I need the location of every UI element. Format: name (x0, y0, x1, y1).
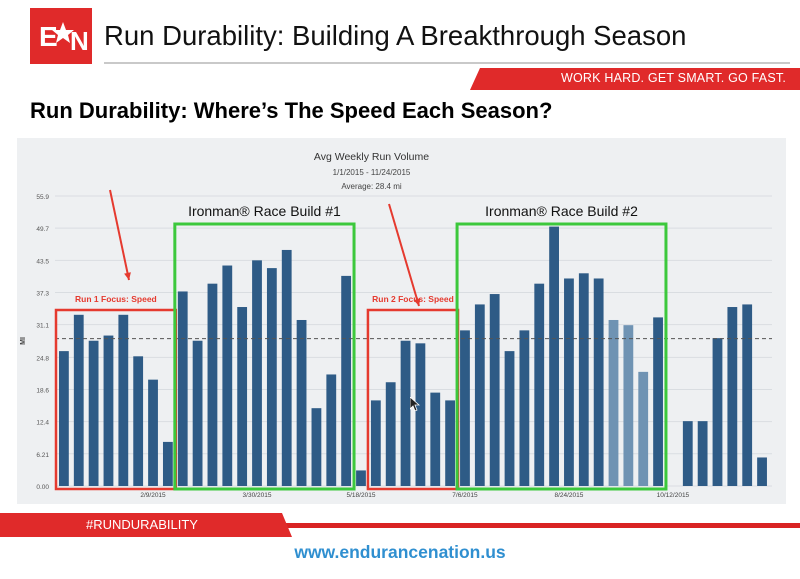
bar (474, 304, 485, 486)
tagline-banner: WORK HARD. GET SMART. GO FAST. (470, 68, 800, 90)
bar (237, 307, 248, 486)
bar (742, 304, 753, 486)
bar (118, 314, 129, 486)
y-axis-label: MI (20, 337, 27, 345)
y-tick-label: 24.8 (36, 355, 49, 362)
x-tick-label: 5/18/2015 (347, 492, 376, 499)
bar (534, 283, 545, 486)
y-tick-label: 12.4 (36, 420, 49, 427)
bar (148, 379, 158, 486)
x-tick-label: 2/9/2015 (140, 492, 166, 499)
bar (341, 275, 352, 486)
race-build-box (455, 222, 668, 491)
y-tick-label: 6.21 (36, 452, 49, 459)
arrowhead-icon (124, 272, 131, 280)
bar (370, 400, 381, 486)
annotation-arrow (388, 203, 420, 307)
chart-title: Avg Weekly Run Volume (314, 151, 429, 163)
bar (73, 314, 84, 486)
bar (757, 457, 767, 486)
y-tick-label: 49.7 (36, 226, 49, 233)
x-tick-label: 8/24/2015 (554, 492, 583, 499)
x-tick-label: 3/30/2015 (243, 492, 272, 499)
y-tick-label: 43.5 (36, 258, 49, 265)
bar (266, 268, 277, 486)
y-tick-label: 55.9 (36, 194, 49, 201)
bar (445, 400, 456, 486)
chart-average-label: Average: 28.4 mi (341, 182, 402, 191)
bar (489, 294, 500, 486)
bar (281, 249, 292, 486)
arrowhead-icon (413, 298, 421, 306)
bar (578, 273, 589, 486)
bar (385, 382, 396, 486)
bar (727, 307, 738, 486)
bar (356, 470, 366, 486)
y-tick-label: 31.1 (36, 323, 49, 330)
footer-url-link[interactable]: www.endurancenation.us (294, 542, 506, 562)
x-tick-label: 10/12/2015 (657, 492, 690, 499)
bar (207, 283, 218, 486)
annotation-arrow (109, 189, 130, 281)
mouse-cursor-icon (410, 397, 420, 411)
bar (682, 421, 693, 486)
race-build-label: Ironman® Race Build #1 (188, 203, 341, 219)
star-icon (52, 22, 74, 43)
bar (59, 351, 69, 486)
bar (608, 319, 619, 486)
bar (400, 340, 411, 486)
footer-hashtag: #RUNDURABILITY (86, 517, 198, 532)
bar (222, 265, 233, 486)
slide-subtitle: Run Durability: Where’s The Speed Each S… (30, 98, 553, 123)
y-tick-label: 37.3 (36, 290, 49, 297)
header-divider (104, 62, 790, 64)
bar (162, 441, 173, 486)
bar (430, 392, 441, 486)
y-tick-label: 18.6 (36, 388, 49, 395)
bar (311, 408, 322, 486)
footer-stripe (0, 523, 800, 528)
svg-text:E: E (39, 21, 58, 52)
bar (712, 338, 723, 486)
speed-focus-label: Run 1 Focus: Speed (75, 294, 157, 304)
x-tick-label: 7/6/2015 (452, 492, 478, 499)
bar (252, 260, 262, 486)
bar (593, 278, 604, 486)
race-build-box (173, 222, 356, 491)
speed-focus-label: Run 2 Focus: Speed (372, 294, 454, 304)
bar (623, 325, 634, 486)
y-tick-label: 0.00 (36, 484, 49, 491)
race-build-label: Ironman® Race Build #2 (485, 203, 638, 219)
bar (504, 351, 515, 486)
bar (103, 335, 114, 486)
bar (326, 374, 337, 486)
bar (415, 343, 426, 486)
bar (133, 356, 144, 486)
bar (88, 340, 99, 486)
bar (177, 291, 188, 486)
bar (549, 226, 559, 487)
chart-container: Avg Weekly Run Volume 1/1/2015 - 11/24/20… (17, 138, 786, 504)
svg-text:N: N (70, 26, 89, 56)
bar (192, 340, 203, 486)
tagline-text: WORK HARD. GET SMART. GO FAST. (560, 71, 786, 85)
bar (296, 319, 307, 486)
bar (519, 330, 530, 486)
bar (653, 317, 663, 486)
chart-date-range: 1/1/2015 - 11/24/2015 (333, 168, 411, 177)
run-volume-chart: Avg Weekly Run Volume 1/1/2015 - 11/24/20… (17, 138, 786, 504)
bar (564, 278, 574, 486)
bar (638, 371, 649, 486)
bar (697, 421, 708, 486)
deck-title: Run Durability: Building A Breakthrough … (104, 20, 687, 51)
footer-hashtag-box: #RUNDURABILITY (0, 513, 292, 537)
footer-band: #RUNDURABILITY (0, 513, 800, 537)
endurance-nation-logo: E N (30, 8, 92, 64)
bar (460, 330, 470, 486)
